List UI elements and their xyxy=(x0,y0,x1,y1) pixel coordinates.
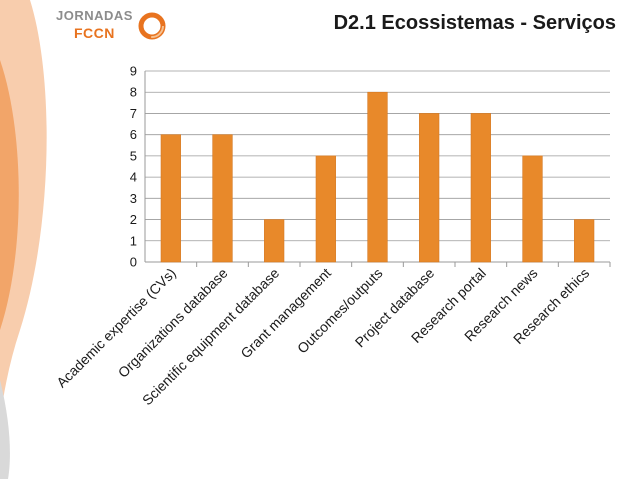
y-tick-label: 9 xyxy=(130,64,137,79)
y-tick-label: 6 xyxy=(130,127,137,142)
x-category-label: Grant management xyxy=(237,265,334,362)
orange-swoosh xyxy=(0,0,47,420)
bar xyxy=(574,219,595,263)
logo-ring-icon xyxy=(138,12,166,40)
y-tick-label: 8 xyxy=(130,85,137,100)
slide-title: D2.1 Ecossistemas - Serviços xyxy=(333,12,616,34)
logo-text-jornadas: JORNADAS xyxy=(56,8,133,23)
orange-swoosh-inner xyxy=(0,60,19,330)
decorative-side-graphic xyxy=(0,0,47,479)
y-tick-label: 7 xyxy=(130,106,137,121)
bar xyxy=(470,113,491,263)
y-tick-label: 2 xyxy=(130,212,137,227)
bar xyxy=(315,155,336,263)
y-tick-label: 0 xyxy=(130,255,137,270)
bar xyxy=(367,91,388,263)
bar xyxy=(264,219,285,263)
bar xyxy=(419,113,440,263)
y-tick-label: 3 xyxy=(130,191,137,206)
y-tick-label: 5 xyxy=(130,148,137,163)
bar xyxy=(522,155,543,263)
bar xyxy=(212,134,233,263)
y-tick-label: 1 xyxy=(130,233,137,248)
logo-text-fccn: FCCN xyxy=(74,25,115,41)
bar xyxy=(160,134,181,263)
y-tick-label: 4 xyxy=(130,170,137,185)
grey-swoosh xyxy=(0,380,10,479)
jornadas-fccn-logo: JORNADAS FCCN xyxy=(56,8,176,44)
